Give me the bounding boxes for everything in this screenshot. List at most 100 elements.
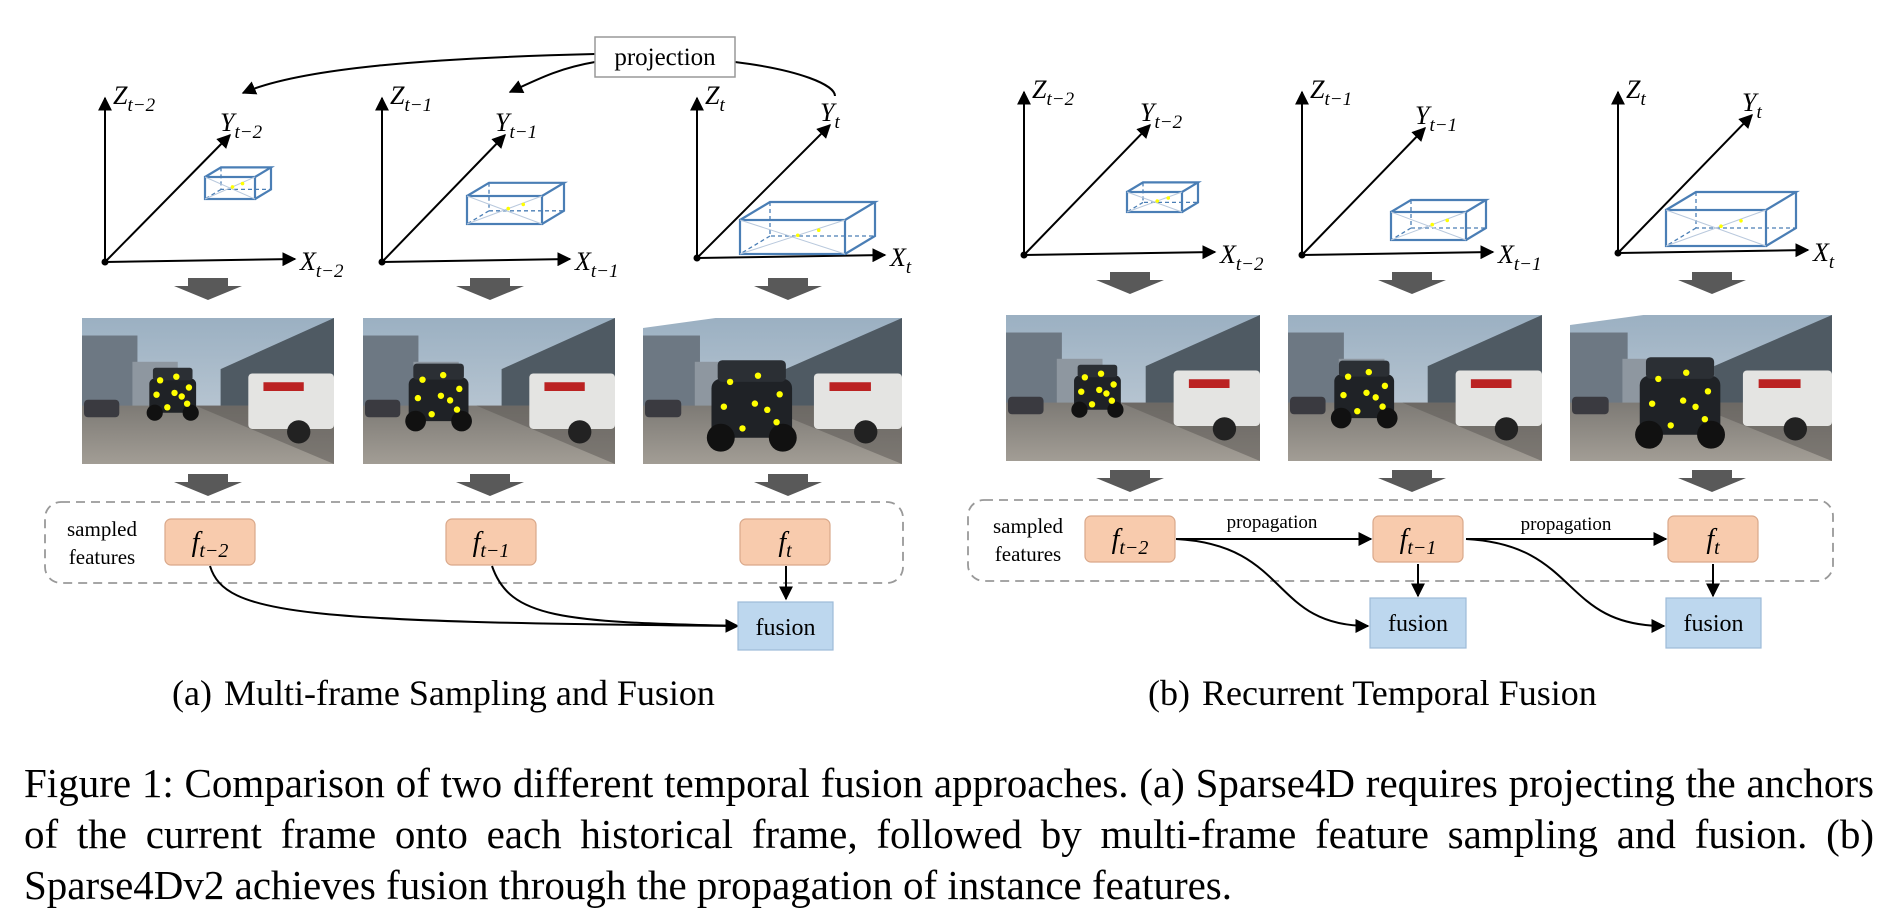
sample-point	[1667, 422, 1674, 429]
svg-text:fusion: fusion	[756, 615, 816, 641]
z-axis-label: Zt	[705, 81, 725, 116]
projection-label-box	[594, 36, 736, 78]
sample-point	[156, 377, 164, 384]
sample-point	[153, 391, 160, 398]
propagation-label-1: propagation	[1227, 512, 1318, 533]
down-arrow-icon	[1678, 470, 1746, 492]
sample-point	[764, 406, 771, 413]
anchor-bbox-3d	[203, 166, 275, 201]
sample-point	[1372, 394, 1379, 401]
sample-point	[178, 393, 185, 400]
sample-point	[751, 400, 759, 407]
x-axis	[696, 248, 887, 263]
sample-point	[1097, 370, 1105, 377]
camera-image-b2	[1570, 315, 1832, 461]
sample-point	[1692, 403, 1699, 410]
sample-point	[437, 392, 445, 399]
sample-point	[1704, 388, 1712, 395]
feature-box-a-f-t-2: ft−2	[164, 518, 256, 566]
svg-text:ft: ft	[1706, 524, 1720, 559]
sample-point	[776, 391, 783, 398]
x-axis	[1617, 243, 1810, 258]
propagation-connectors-b	[1175, 532, 1720, 633]
sample-point	[183, 400, 191, 407]
svg-text:ft−1: ft−1	[1400, 524, 1437, 559]
figure-caption-text: Comparison of two different temporal fus…	[24, 760, 1874, 908]
svg-text:ft−1: ft−1	[473, 527, 510, 562]
down-arrow-icon	[174, 474, 242, 496]
coordinate-frame-b1: Xt−1 Zt−1 Yt−1	[1295, 75, 1542, 275]
propagation-label-2: propagation	[1521, 514, 1612, 535]
svg-text:ft−2: ft−2	[1112, 524, 1149, 559]
sample-point	[1340, 391, 1347, 399]
camera-image-b1	[1288, 315, 1542, 461]
sample-point	[1103, 390, 1110, 397]
y-axis	[696, 124, 831, 259]
y-axis	[381, 133, 506, 263]
down-arrow-icon	[1096, 272, 1164, 294]
sample-point	[1081, 374, 1089, 381]
sample-point	[1354, 407, 1361, 415]
x-axis-label: Xt−2	[1219, 240, 1264, 275]
sample-point	[1078, 388, 1085, 395]
z-axis-label: Zt−1	[390, 81, 432, 116]
x-axis-label: Xt	[889, 243, 912, 278]
x-axis	[1301, 245, 1495, 260]
sample-point	[453, 406, 461, 413]
down-arrow-icon	[1378, 272, 1446, 294]
coordinate-frame-b2: Xt Zt Yt	[1611, 75, 1835, 273]
y-axis-label: Yt−1	[1415, 101, 1457, 136]
subfigure-b-caption: (b) Recurrent Temporal Fusion	[1148, 673, 1597, 713]
sample-point	[1679, 397, 1687, 404]
sampled-features-label-b-line2: features	[995, 542, 1061, 566]
coordinate-frame-b0: Xt−2 Zt−2 Yt−2	[1017, 75, 1264, 275]
camera-image-a0	[82, 318, 334, 464]
y-axis	[1023, 123, 1151, 256]
svg-text:ft−2: ft−2	[192, 527, 229, 562]
x-axis	[104, 252, 297, 267]
sample-point	[1379, 403, 1386, 410]
down-arrow-icon	[1378, 470, 1446, 492]
figure-caption-label: Figure 1:	[24, 760, 174, 806]
sample-point	[1683, 369, 1690, 376]
z-axis-label: Zt−1	[1310, 75, 1352, 110]
origin-dot	[1614, 249, 1622, 257]
y-axis	[104, 134, 231, 263]
coordinate-frame-a1: Xt−1 Zt−1 Yt−1	[375, 81, 619, 282]
fusion-box-b-2: fusion	[1665, 597, 1762, 649]
sample-point	[1381, 382, 1389, 390]
subfigure-a-caption: (a) Multi-frame Sampling and Fusion	[172, 673, 715, 713]
sample-point	[754, 372, 762, 379]
y-axis	[1617, 113, 1753, 254]
camera-image-a2	[643, 318, 902, 464]
y-axis-label: Yt	[820, 98, 840, 133]
fusion-box-b-1: fusion	[1369, 597, 1467, 649]
sample-point	[1088, 401, 1096, 408]
sample-point	[739, 425, 746, 432]
down-arrow-icon	[754, 474, 822, 496]
feature-box-b-f-t: ft	[1667, 515, 1759, 563]
projection-label: projection	[614, 44, 716, 71]
down-arrow-icon	[754, 278, 822, 300]
sample-point	[185, 384, 193, 391]
fusion-box-a: fusion	[737, 601, 834, 651]
sample-point	[1365, 368, 1373, 376]
down-arrow-icon	[174, 278, 242, 300]
sample-point	[1655, 375, 1662, 383]
figure-caption: Figure 1: Comparison of two different te…	[24, 758, 1874, 911]
y-axis-label: Yt−2	[1140, 98, 1183, 133]
sample-point	[171, 389, 178, 397]
feature-box-b-f-t-1: ft−1	[1372, 515, 1464, 563]
sample-point	[720, 403, 728, 410]
z-axis-label: Zt−2	[1032, 75, 1075, 110]
svg-text:fusion: fusion	[1684, 611, 1744, 637]
sample-point	[414, 394, 422, 402]
y-axis-label: Yt−2	[220, 108, 263, 143]
sample-point	[1363, 389, 1370, 396]
origin-dot	[1020, 251, 1028, 259]
sampled-features-label-b-line1: sampled	[993, 514, 1063, 538]
projection-arcs	[241, 53, 836, 97]
anchor-bbox-3d	[465, 181, 568, 226]
z-axis-label: Zt	[1626, 75, 1646, 110]
